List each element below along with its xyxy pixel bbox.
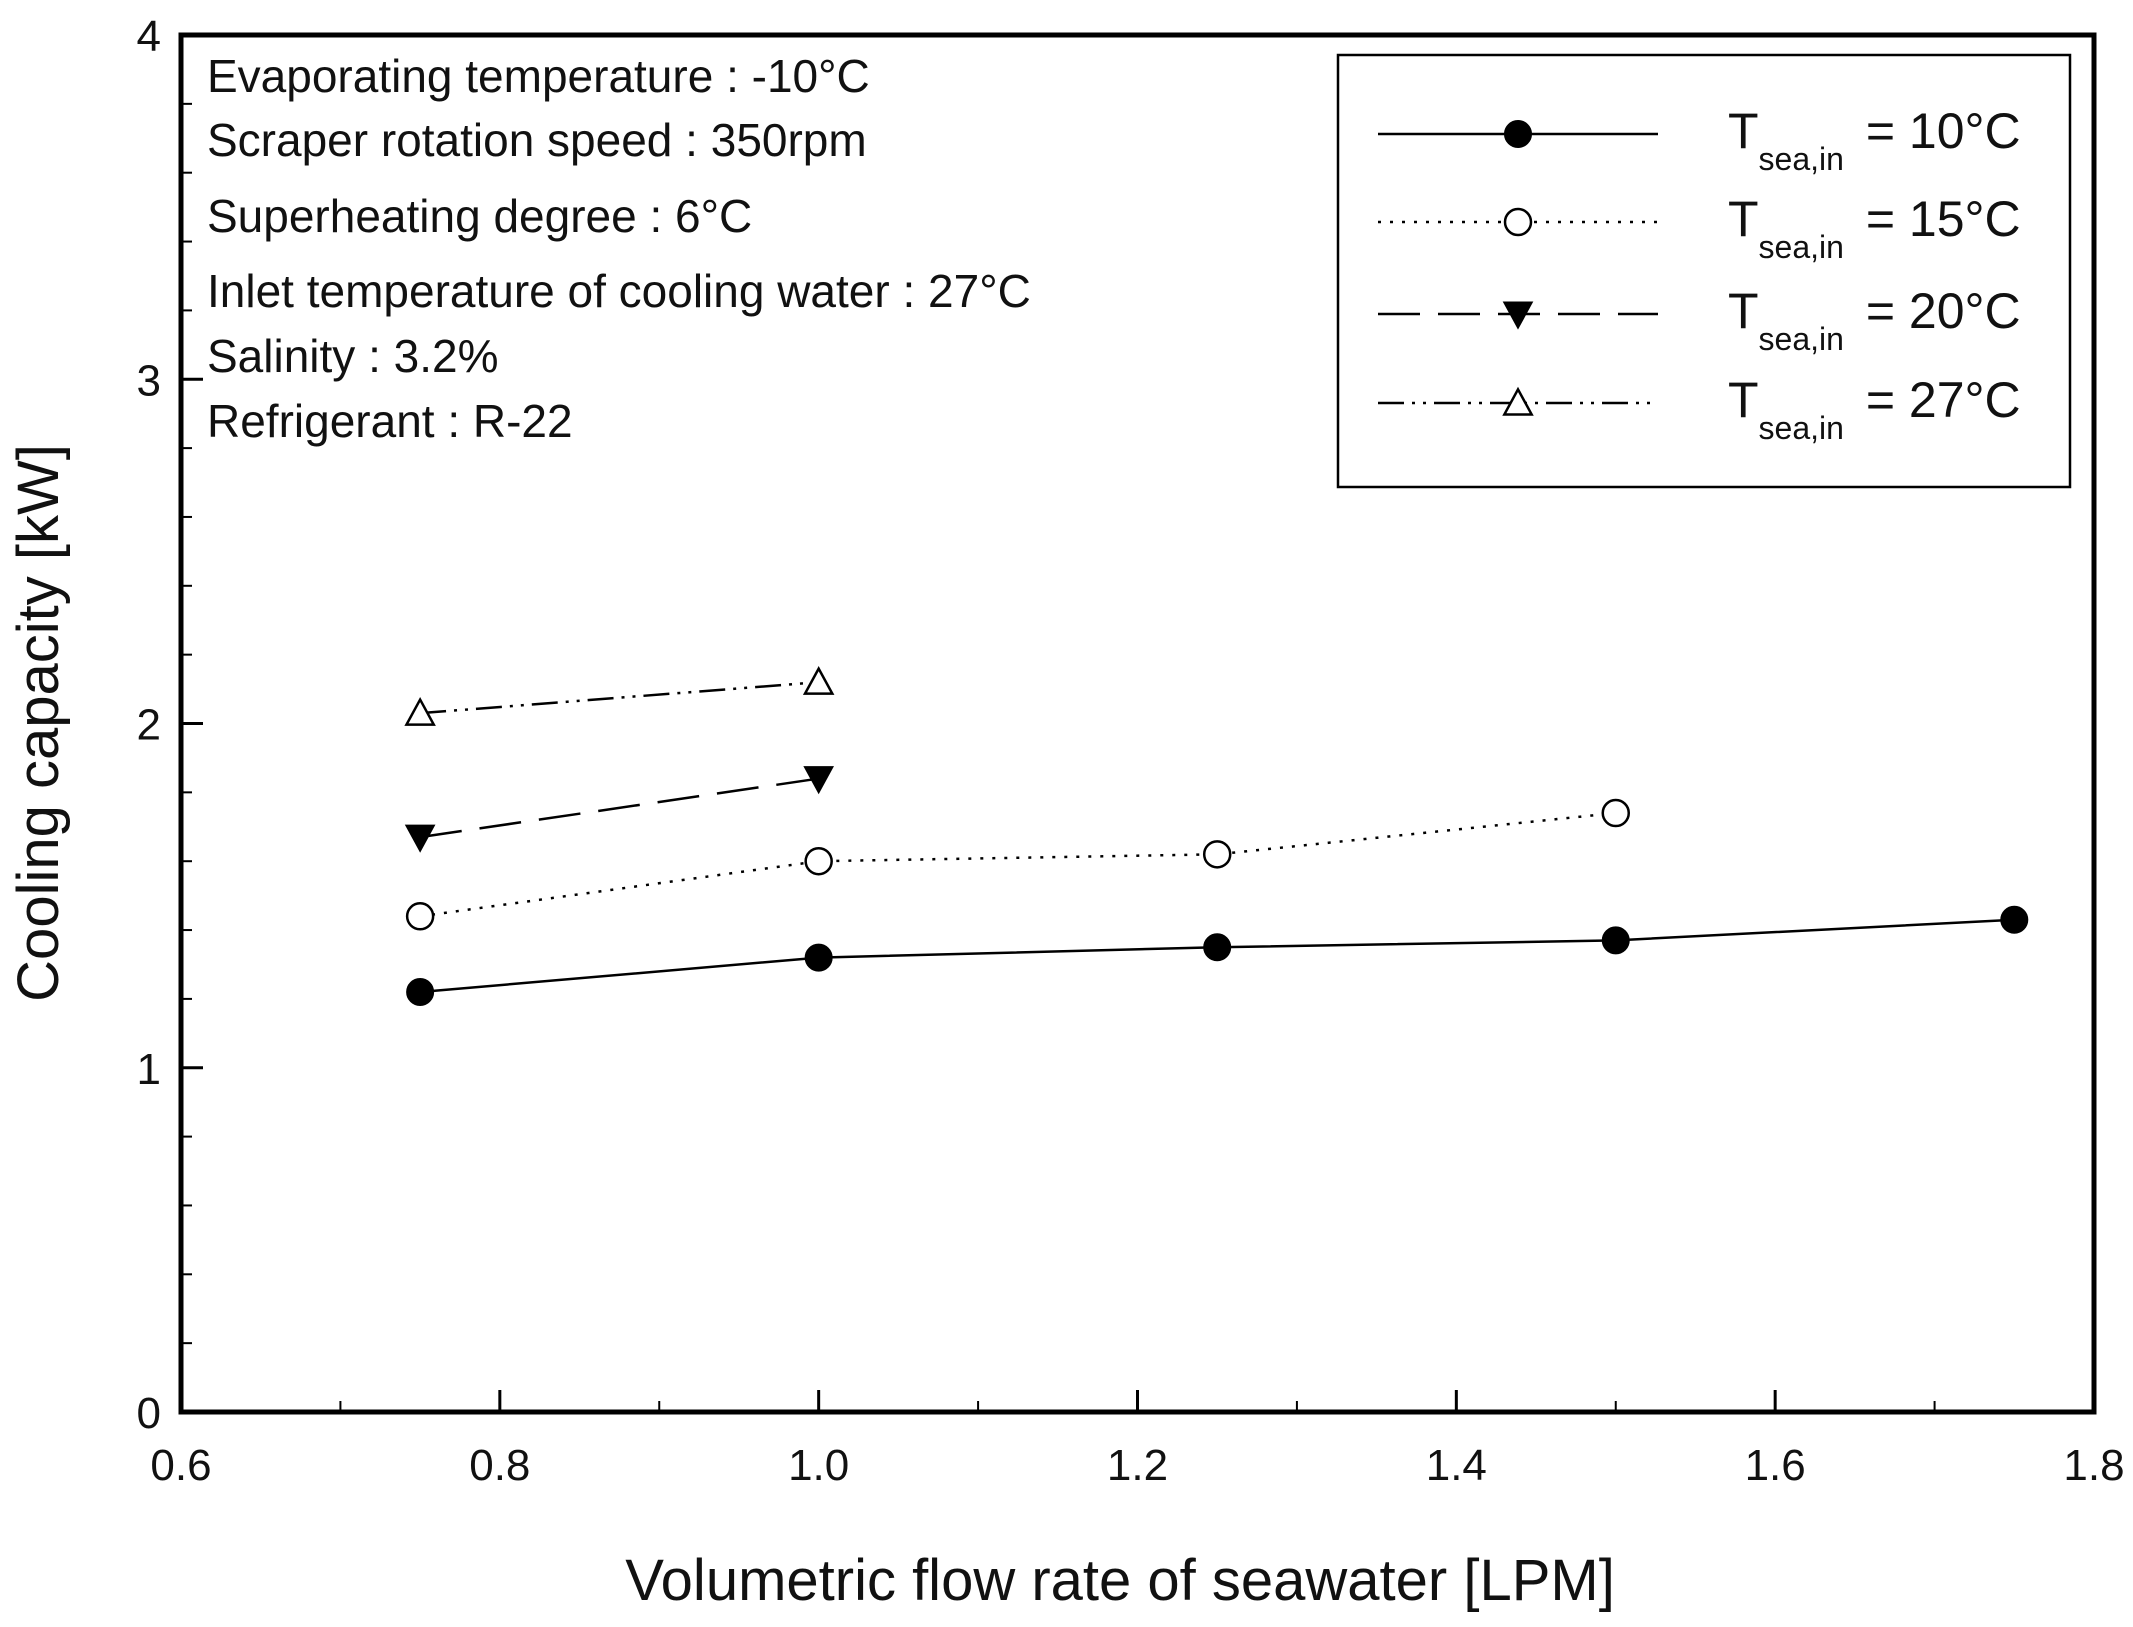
- marker-filled-triangle: [1502, 301, 1534, 330]
- x-axis-label: Volumetric flow rate of seawater [LPM]: [625, 1548, 1615, 1613]
- legend-entry: Tsea,in = 10°C: [1378, 103, 2021, 177]
- y-axis-label: Cooling capacity [kW]: [6, 444, 71, 1002]
- y-tick-label: 4: [137, 12, 161, 61]
- marker-open-triangle: [1502, 386, 1534, 416]
- marker-filled-circle: [1203, 933, 1232, 962]
- marker-filled-circle: [804, 943, 833, 972]
- legend-label: Tsea,in = 10°C: [1728, 103, 2021, 177]
- legend-entry: Tsea,in = 20°C: [1378, 283, 2021, 357]
- x-tick-label: 1.8: [2063, 1441, 2124, 1490]
- x-tick-label: 0.8: [469, 1441, 530, 1490]
- marker-filled-triangle: [803, 766, 835, 795]
- x-tick-label: 1.0: [788, 1441, 849, 1490]
- y-tick-label: 1: [137, 1045, 161, 1094]
- legend-entry: Tsea,in = 27°C: [1378, 372, 2021, 446]
- x-axis: 0.6 0.8 1.0 1.2 1.4 1.6 1.8: [150, 1390, 2125, 1490]
- legend-label: Tsea,in = 15°C: [1728, 191, 2021, 265]
- marker-open-circle: [1202, 840, 1232, 869]
- marker-open-circle: [1503, 207, 1533, 237]
- marker-open-circle: [804, 846, 833, 876]
- annotations: Evaporating temperature : -10°C Scraper r…: [207, 50, 1031, 447]
- marker-filled-circle: [406, 978, 435, 1007]
- y-tick-label: 3: [137, 356, 161, 405]
- annotation-text: Superheating degree : 6°C: [207, 190, 752, 242]
- x-tick-label: 1.6: [1745, 1441, 1806, 1490]
- annotation-text: Evaporating temperature : -10°C: [207, 50, 870, 102]
- marker-filled-triangle: [404, 824, 436, 853]
- marker-open-circle: [1601, 798, 1630, 828]
- x-tick-label: 1.2: [1107, 1441, 1168, 1490]
- series-1: [406, 905, 2029, 1007]
- y-axis: 0 1 2 3 4: [137, 12, 203, 1438]
- marker-open-triangle: [404, 696, 436, 726]
- marker-open-circle: [405, 902, 435, 931]
- series-4: [404, 665, 835, 726]
- marker-open-triangle: [802, 665, 835, 695]
- x-tick-label: 1.4: [1426, 1441, 1487, 1490]
- series-line: [419, 777, 819, 839]
- series-line: [420, 680, 819, 715]
- series-2: [405, 798, 1630, 931]
- annotation-text: Salinity : 3.2%: [207, 330, 498, 382]
- legend: Tsea,in = 10°C Tsea,in = 15°C Tsea,in = 20…: [1336, 53, 2072, 489]
- legend-box: [1336, 53, 2072, 489]
- annotation-text: Scraper rotation speed : 350rpm: [207, 114, 867, 166]
- y-tick-label: 0: [137, 1389, 161, 1438]
- x-tick-label: 0.6: [150, 1441, 211, 1490]
- marker-filled-circle: [1504, 120, 1532, 148]
- legend-label: Tsea,in = 20°C: [1728, 283, 2021, 357]
- legend-entry: Tsea,in = 15°C: [1378, 191, 2021, 265]
- series-line: [419, 811, 1616, 918]
- annotation-text: Refrigerant : R-22: [207, 395, 573, 447]
- legend-label: Tsea,in = 27°C: [1728, 372, 2021, 446]
- series-3: [404, 766, 835, 853]
- annotation-text: Inlet temperature of cooling water : 27°…: [207, 265, 1031, 317]
- marker-filled-circle: [2000, 905, 2029, 934]
- plot-series: [404, 665, 2029, 1007]
- y-tick-label: 2: [137, 701, 161, 750]
- marker-filled-circle: [1601, 926, 1630, 955]
